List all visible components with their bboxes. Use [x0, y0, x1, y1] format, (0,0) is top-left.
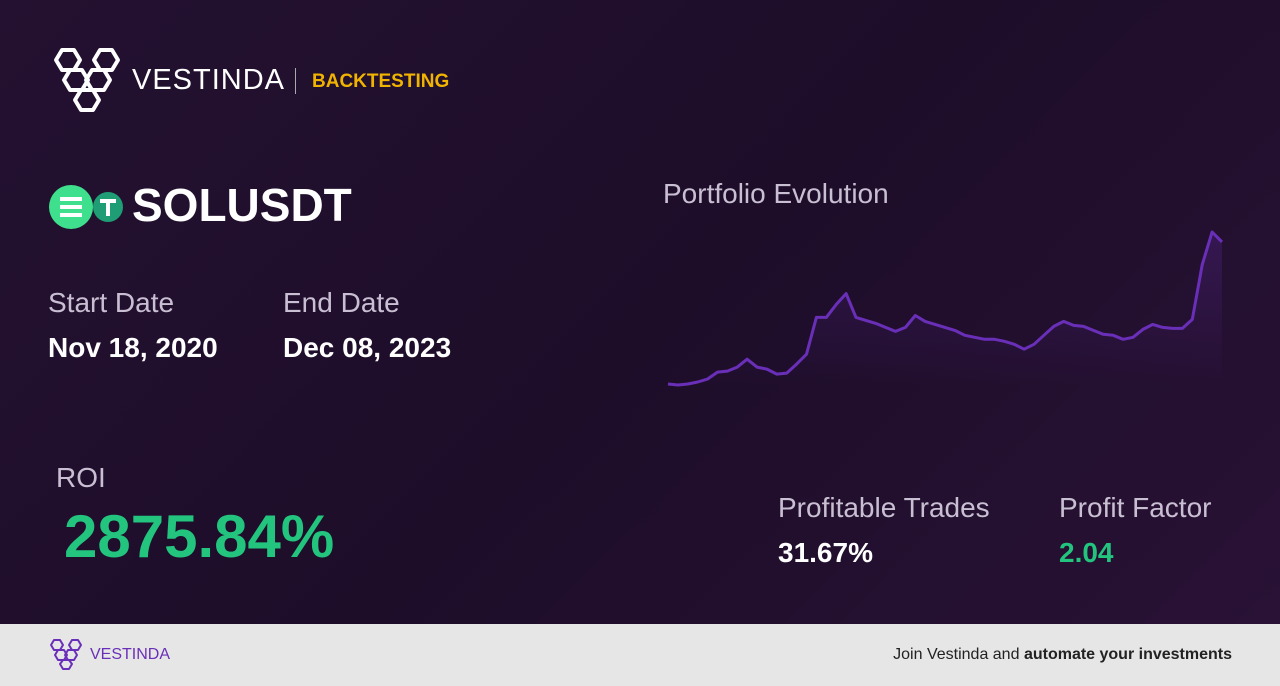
footer-text-bold: automate your investments	[1023, 646, 1232, 663]
profit-factor-label: Profit Factor	[1059, 492, 1212, 523]
footer-cta: Join Vestinda and automate your investme…	[893, 646, 1232, 664]
start-date-label: Start Date	[48, 287, 175, 318]
chart	[667, 230, 1224, 387]
end-date: Dec 08, 2023	[283, 332, 452, 363]
chart-title: Portfolio Evolution	[663, 178, 889, 209]
roi-label: ROI	[56, 462, 106, 493]
divider	[295, 68, 296, 94]
footer-text: Join Vestinda and	[893, 646, 1020, 663]
section: BACKTESTING	[312, 71, 450, 92]
roi: 2875.84%	[64, 503, 335, 570]
area	[668, 232, 1222, 385]
line	[667, 230, 1224, 387]
profitable-trades: 31.67%	[778, 537, 873, 568]
logo-icon	[54, 48, 120, 112]
profit-factor: 2.04	[1059, 537, 1114, 568]
footer: VESTINDA Join Vestinda and automate your…	[0, 624, 1280, 686]
start-date: Nov 18, 2020	[48, 332, 218, 363]
footer-logo-icon	[50, 639, 82, 670]
brand: VESTINDA	[132, 64, 286, 96]
pair: SOLUSDT	[132, 179, 352, 231]
end-date-label: End Date	[283, 287, 400, 318]
footer-brand: VESTINDA	[90, 646, 171, 663]
pair-icons	[49, 185, 123, 229]
profitable-trades-label: Profitable Trades	[778, 492, 990, 523]
